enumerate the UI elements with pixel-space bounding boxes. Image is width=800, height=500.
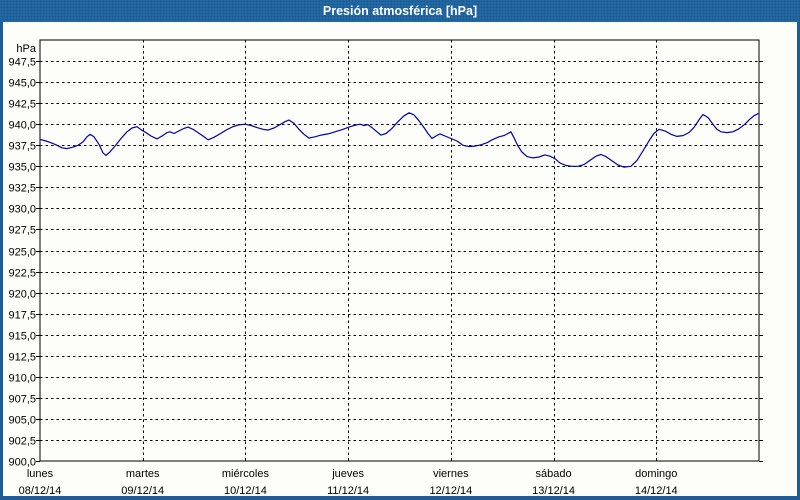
y-tick-label: 945,0	[8, 78, 36, 90]
x-day-date-label: 14/12/14	[635, 485, 678, 496]
y-tick-label: 930,0	[8, 204, 36, 216]
window-title: Presión atmosférica [hPa]	[322, 4, 478, 18]
pressure-chart: 947,5 945,0 942,5 940,0 937,5 935,0 932,5 930,0…	[8, 39, 763, 496]
x-day-name-label: sábado	[536, 468, 572, 480]
plot-area	[39, 39, 760, 462]
y-tick-label: 907,5	[8, 394, 36, 406]
y-tick-label: 905,0	[8, 415, 36, 427]
y-tick-label: 932,5	[8, 183, 36, 195]
pressure-series-line	[39, 112, 759, 168]
y-tick-label: 912,5	[8, 352, 36, 364]
y-tick-label: 925,0	[8, 247, 36, 259]
x-day-name-label: jueves	[331, 468, 364, 480]
title-bar: Presión atmosférica [hPa]	[0, 0, 800, 22]
y-tick-label: 900,0	[8, 457, 36, 469]
x-day-name-label: martes	[126, 468, 160, 480]
y-tick-label: 910,0	[8, 373, 36, 385]
x-day-name-label: lunes	[27, 468, 54, 480]
x-day-date-label: 13/12/14	[532, 485, 575, 496]
y-tick-label: 915,0	[8, 331, 36, 343]
y-tick-label: 942,5	[8, 99, 36, 111]
y-tick-label: 935,0	[8, 162, 36, 174]
y-tick-label: 902,5	[8, 436, 36, 448]
x-day-name-label: viernes	[433, 468, 469, 480]
x-day-date-label: 11/12/14	[327, 485, 369, 496]
x-day-name-label: domingo	[635, 468, 677, 480]
x-day-date-label: 09/12/14	[121, 485, 164, 496]
y-tick-label: 947,5	[8, 57, 36, 69]
y-tick-label: 927,5	[8, 225, 36, 237]
x-day-date-label: 12/12/14	[429, 485, 472, 496]
y-axis-unit-label: hPa	[16, 43, 36, 55]
y-tick-label: 920,0	[8, 289, 36, 301]
x-day-name-label: miércoles	[222, 468, 270, 480]
x-day-date-label: 08/12/14	[19, 485, 62, 496]
window-border-right	[797, 22, 800, 500]
x-day-date-label: 10/12/14	[224, 485, 267, 496]
window-border-left	[0, 22, 3, 500]
y-tick-label: 922,5	[8, 268, 36, 280]
y-tick-label: 917,5	[8, 310, 36, 322]
window-border-bottom	[0, 496, 800, 500]
y-tick-label: 937,5	[8, 141, 36, 153]
y-tick-label: 940,0	[8, 120, 36, 132]
